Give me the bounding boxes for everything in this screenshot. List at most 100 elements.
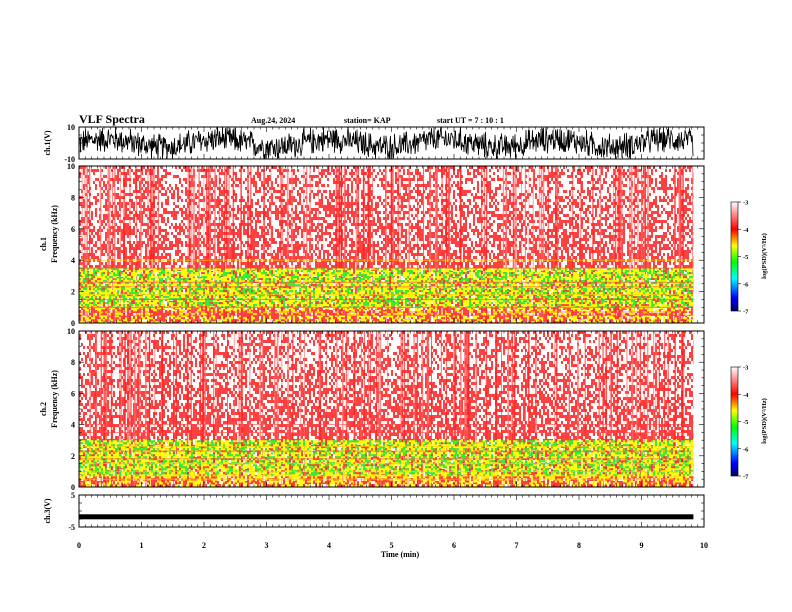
start-ut-label: start UT = 7 : 10 : 1: [437, 116, 504, 125]
ch1-spectrogram-streak: [282, 166, 284, 323]
ch1-spectrogram-streak: [460, 166, 462, 323]
ch1-spectrogram-streak: [340, 166, 343, 323]
ch1-spectrogram-streak: [385, 166, 386, 323]
ch1-spectrogram-streak: [151, 166, 153, 323]
ch2-spectrogram-streak: [616, 331, 619, 487]
x-tick-label: 5: [390, 541, 394, 550]
ch2-spectrogram-streak: [342, 331, 344, 487]
ch2-spectrogram-streak: [446, 331, 447, 487]
ch2-spectrogram-noise-row: [79, 433, 695, 436]
ch1-spectrogram-streak: [515, 166, 517, 323]
x-tick-label: 2: [202, 541, 206, 550]
ch2-spectrogram-streak: [609, 331, 612, 487]
ch1-spectrogram-streak: [629, 166, 631, 323]
ch1-spectrogram-streak: [206, 166, 208, 323]
ch2-spectrogram-streak: [440, 331, 442, 487]
ch2-colorbar-label: log(PSD)(V²/Hz): [761, 398, 768, 444]
ch2-spectrogram-ylabel-frequency: Frequency (kHz): [50, 370, 59, 428]
date-label: Aug.24, 2024: [251, 116, 295, 125]
ch1-spectrogram-noise-row: [79, 166, 691, 169]
ch2-colorbar-tick-label: -5: [743, 419, 749, 426]
ch1-spectrogram-streak: [580, 166, 582, 323]
ch2-spectrogram-streak: [202, 331, 205, 487]
ch2-spectrogram-noise-row: [83, 415, 695, 418]
ch2-spectrogram-streak: [133, 331, 136, 487]
ch1-spectrogram-streak: [505, 166, 507, 323]
ch1-spectrogram-streak: [113, 166, 116, 323]
ch2-spectrogram-streak: [507, 331, 510, 487]
ch2-spectrogram-streak: [233, 331, 235, 487]
ch1-spectrogram-streak: [599, 166, 602, 323]
ch2-spectrogram-noise-row: [81, 343, 695, 346]
ch1-waveform-plot: [79, 127, 694, 159]
ch1-spectrogram-streak: [203, 166, 205, 323]
ch1-spectrogram-streak: [385, 166, 387, 323]
ch2-spectrogram-streak: [602, 331, 604, 487]
ch2-spectrogram-streak: [475, 331, 477, 487]
ch1-spectrogram-streak: [120, 166, 121, 323]
ch2-spectrogram-streak: [281, 331, 283, 487]
ch2-spectrogram-noise-row: [85, 331, 691, 334]
ch2-spectrogram-streak: [426, 331, 429, 487]
ch2-spectrogram-streak: [655, 331, 657, 487]
ch1-spectrogram-streak: [514, 166, 516, 323]
ch2-spectrogram-streak: [460, 331, 462, 487]
ch2-spectrogram-streak: [276, 331, 279, 487]
ch1-waveform-line: [79, 127, 694, 159]
ch1-spectrogram-ylabel-channel: ch.1: [39, 237, 48, 251]
ch2-spectrogram-streak: [363, 331, 365, 487]
ch1-spectrogram-streak: [680, 166, 682, 323]
ch1-colorbar-label: log(PSD)(V²/Hz): [761, 233, 768, 279]
x-tick-label: 6: [452, 541, 456, 550]
ch1-spectrogram-streak: [187, 166, 189, 323]
ch2-spectrogram-streak: [95, 331, 97, 487]
ch2-spectrogram-noise-row: [81, 397, 695, 400]
ch2-spectrogram-streak: [240, 331, 242, 487]
ch2-spectrogram-band-green: [79, 440, 695, 477]
ch2-spectrogram-nodata-area: [693, 331, 704, 487]
ch2-spectrogram-streak: [162, 331, 164, 487]
station-label: station= KAP: [344, 116, 391, 125]
ch2-spectrogram-streak: [320, 331, 321, 487]
ch2-spectrogram-streak: [416, 331, 419, 487]
ch2-spectrogram-plot: [79, 331, 704, 487]
ch1-spectrogram-noise-row: [83, 187, 693, 190]
ch2-spectrogram-streak: [104, 331, 107, 487]
ch1-spectrogram-streak: [408, 166, 411, 323]
ch1-spectrogram-streak: [270, 166, 272, 323]
ch1-spectrogram-streak: [108, 166, 111, 323]
ch1-spectrogram-streak: [445, 166, 447, 323]
ch1-spectrogram-streak: [194, 166, 195, 323]
ch2-spectrogram-noise-row: [79, 400, 693, 403]
ch2-spectrogram-streak: [100, 331, 102, 487]
ch2-spectrogram-ylabel-channel: ch.2: [39, 402, 48, 416]
ch1-spectrogram-streak: [112, 166, 113, 323]
ch2-spectrogram-streak: [598, 331, 600, 487]
ch2-spectrogram-streak: [130, 331, 132, 487]
ch2-spectrogram-streak: [431, 331, 432, 487]
ch2-spectrogram-streak: [190, 331, 192, 487]
ch1-spectrogram-streak: [441, 166, 443, 323]
x-tick-label: 7: [515, 541, 519, 550]
ch1-spectrogram-streak: [512, 166, 515, 323]
ch2-spectrogram-ytick-label: 6: [71, 389, 75, 398]
ch1-spectrogram-streak: [647, 166, 649, 323]
ch2-spectrogram-streak: [355, 331, 357, 487]
ch2-spectrogram-streak: [485, 331, 488, 487]
ch1-spectrogram-streak: [129, 166, 131, 323]
ch1-spectrogram-streak: [214, 166, 215, 323]
ch2-spectrogram-noise-row: [83, 436, 695, 439]
ch2-spectrogram-ytick-label: 2: [71, 452, 75, 461]
ch1-spectrogram-noise-row: [83, 247, 693, 250]
ch1-spectrogram-nodata-area: [693, 166, 704, 323]
ch1-waveform-ytick-label: 10: [67, 123, 75, 132]
ch2-spectrogram-noise-row: [79, 373, 693, 376]
ch1-spectrogram-streak: [612, 166, 614, 323]
ch2-spectrogram-streak: [120, 331, 122, 487]
ch2-spectrogram-streak: [368, 331, 370, 487]
ch2-spectrogram-streak: [664, 331, 666, 487]
ch2-spectrogram-streak: [647, 331, 649, 487]
ch1-spectrogram-streak: [448, 166, 449, 323]
ch1-spectrogram-noise-row: [89, 235, 691, 238]
